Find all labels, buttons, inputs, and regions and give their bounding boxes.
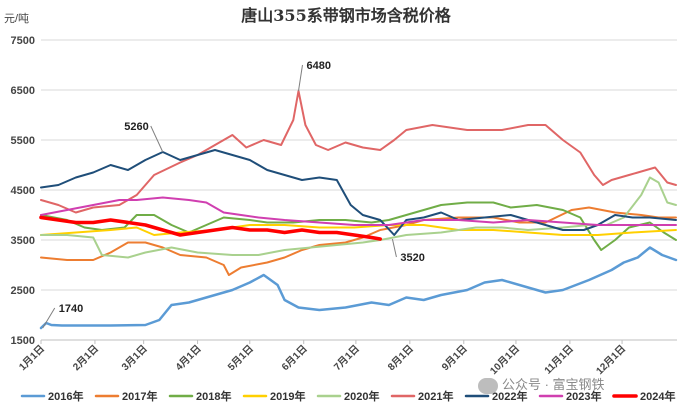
- wechat-icon: [478, 377, 498, 394]
- legend-label: 2018年: [196, 389, 231, 403]
- annotation-label: 5260: [124, 121, 148, 133]
- annotation-leader: [297, 64, 303, 92]
- legend-label: 2017年: [122, 389, 157, 403]
- x-tick-label: 9月1日: [439, 343, 469, 373]
- x-tick-label: 11月1日: [542, 343, 576, 377]
- annotation-label: 6480: [306, 60, 330, 72]
- watermark: 公众号 · 富宝钢铁: [478, 374, 605, 394]
- legend-label: 2023年: [566, 389, 601, 403]
- series-line-2024年: [39, 215, 382, 241]
- grid-lines: [41, 39, 677, 341]
- y-tick-label: 4500: [11, 185, 35, 197]
- series-line-2021年: [40, 90, 677, 214]
- series-line-2022年: [40, 149, 677, 236]
- series-line-2016年: [39, 246, 678, 330]
- legend: 2016年 2017年 2018年 2019年 2020年 2021年 2022年 2023年…: [20, 389, 675, 403]
- series-line-2017年: [40, 206, 677, 276]
- legend-label: 2019年: [270, 389, 305, 403]
- annotations: 1740 5260 6480 3520: [42, 60, 425, 329]
- annotation-leader: [42, 307, 56, 329]
- x-tick-label: 12月1日: [594, 343, 628, 377]
- x-tick-label: 3月1日: [119, 343, 149, 373]
- y-axis-unit: 元/吨: [4, 12, 29, 25]
- y-tick-label: 5500: [11, 135, 35, 147]
- chart-title: 唐山355系带钢市场含税价格: [241, 6, 451, 25]
- x-tick-label: 10月1日: [488, 343, 522, 377]
- legend-label: 2020年: [344, 389, 379, 403]
- annotation-label: 1740: [59, 303, 83, 315]
- x-tick-label: 2月1日: [71, 343, 101, 373]
- y-tick-label: 1500: [11, 335, 35, 347]
- x-tick-label: 5月1日: [225, 343, 255, 373]
- series-line-2023年: [40, 196, 677, 226]
- legend-label: 2022年: [492, 389, 527, 403]
- x-tick-label: 6月1日: [279, 343, 309, 373]
- y-tick-label: 3500: [11, 235, 35, 247]
- annotation-leader: [391, 238, 397, 258]
- annotation-label: 3520: [400, 252, 424, 264]
- y-tick-label: 7500: [11, 35, 35, 47]
- y-tick-label: 6500: [11, 85, 35, 97]
- x-tick-label: 8月1日: [385, 343, 415, 373]
- x-tick-label: 7月1日: [332, 343, 362, 373]
- legend-label: 2016年: [48, 389, 83, 403]
- legend-label: 2021年: [418, 389, 453, 403]
- x-tick-label: 4月1日: [173, 343, 203, 373]
- series-line-2018年: [40, 201, 677, 251]
- series-lines: [39, 90, 678, 330]
- series-line-2019年: [40, 224, 677, 236]
- x-tick-label: 1月1日: [17, 343, 47, 373]
- legend-label: 2024年: [640, 389, 675, 403]
- y-tick-labels: 1500 2500 3500 4500 5500 6500 7500: [11, 35, 35, 347]
- x-tick-labels: 1月1日 2月1日 3月1日 4月1日 5月1日 6月1日 7月1日 8月1日 9月1日 10月1…: [17, 340, 628, 377]
- annotation-leader: [150, 125, 164, 153]
- y-tick-label: 2500: [11, 285, 35, 297]
